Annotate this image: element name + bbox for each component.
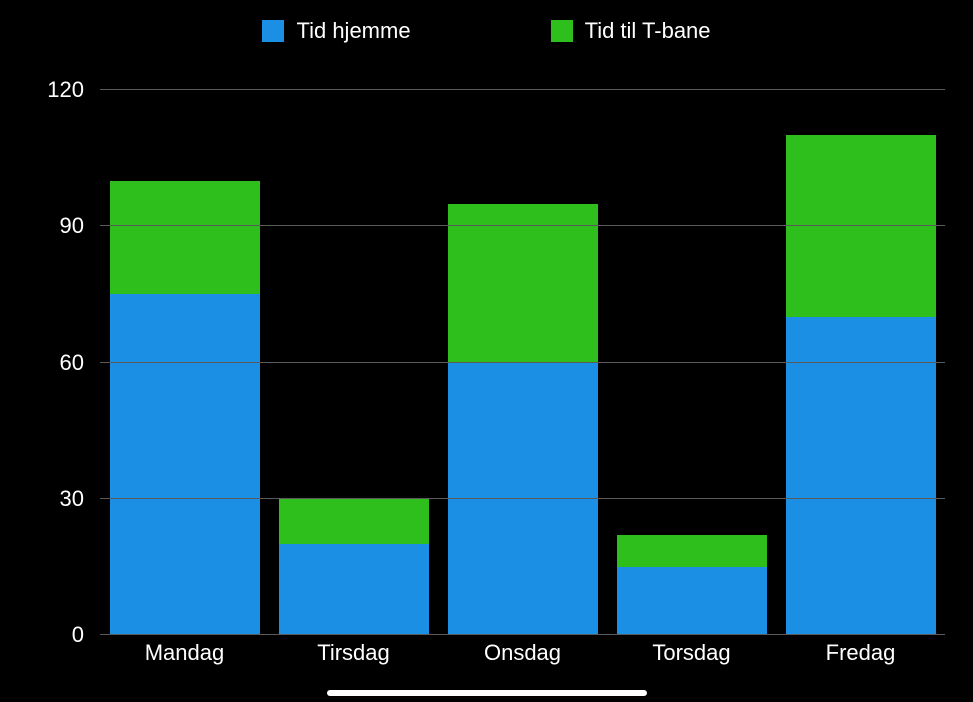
bar-group	[110, 181, 260, 635]
x-axis-labels: Mandag Tirsdag Onsdag Torsdag Fredag	[100, 640, 945, 666]
legend-item-series-0: Tid hjemme	[262, 18, 410, 44]
bar-segment	[279, 544, 429, 635]
bar-group	[448, 204, 598, 635]
y-tick-label: 30	[40, 486, 100, 512]
bar-segment	[110, 181, 260, 295]
legend-swatch-0	[262, 20, 284, 42]
x-tick-label: Tirsdag	[279, 640, 429, 666]
legend-label-0: Tid hjemme	[296, 18, 410, 44]
bar-segment	[279, 499, 429, 544]
home-indicator	[327, 690, 647, 696]
chart-legend: Tid hjemme Tid til T-bane	[0, 18, 973, 44]
bar-group	[786, 135, 936, 635]
legend-swatch-1	[551, 20, 573, 42]
bar-group	[279, 499, 429, 635]
bar-segment	[617, 535, 767, 567]
y-tick-label: 120	[40, 77, 100, 103]
y-tick-label: 0	[40, 622, 100, 648]
gridline	[100, 89, 945, 90]
bar-segment	[110, 294, 260, 635]
bar-segment	[786, 317, 936, 635]
bar-segment	[448, 204, 598, 363]
y-tick-label: 60	[40, 350, 100, 376]
x-tick-label: Mandag	[110, 640, 260, 666]
x-tick-label: Onsdag	[448, 640, 598, 666]
x-tick-label: Fredag	[786, 640, 936, 666]
y-tick-label: 90	[40, 213, 100, 239]
plot-area: 0306090120	[100, 90, 945, 635]
stacked-bar-chart: Tid hjemme Tid til T-bane 0306090120 Man…	[0, 0, 973, 702]
gridline	[100, 225, 945, 226]
bar-segment	[617, 567, 767, 635]
legend-label-1: Tid til T-bane	[585, 18, 711, 44]
bars-container	[100, 90, 945, 635]
gridline	[100, 362, 945, 363]
bar-segment	[448, 363, 598, 636]
gridline	[100, 634, 945, 635]
bar-segment	[786, 135, 936, 317]
x-tick-label: Torsdag	[617, 640, 767, 666]
legend-item-series-1: Tid til T-bane	[551, 18, 711, 44]
bar-group	[617, 535, 767, 635]
gridline	[100, 498, 945, 499]
